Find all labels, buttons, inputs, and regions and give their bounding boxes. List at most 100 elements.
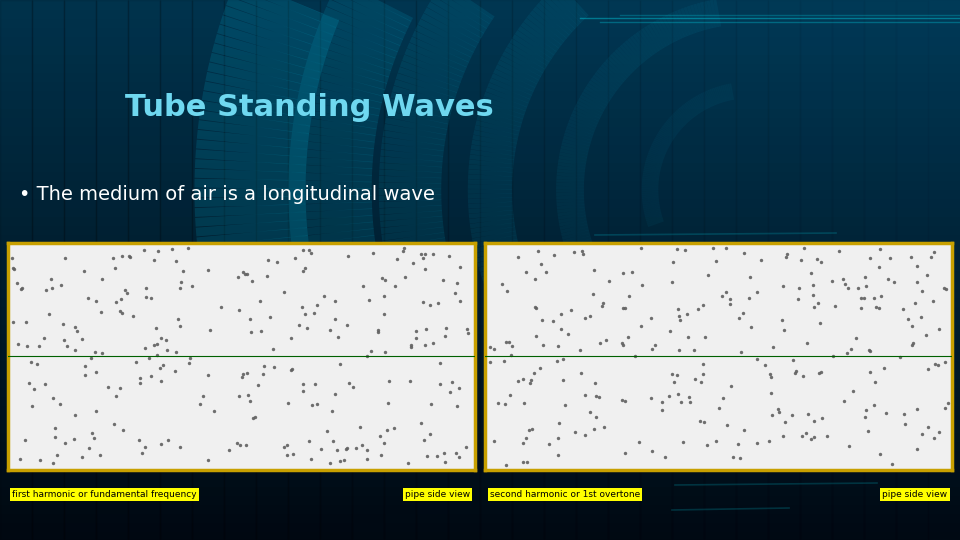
Point: [938, 403, 953, 412]
Point: [327, 296, 343, 305]
Point: [553, 310, 568, 319]
Point: [93, 451, 108, 460]
Bar: [0, 27, 960, 36]
Point: [904, 340, 920, 349]
Point: [856, 293, 872, 302]
Point: [340, 321, 355, 330]
Point: [55, 320, 70, 328]
Point: [776, 282, 791, 291]
Point: [125, 312, 140, 321]
Point: [774, 316, 789, 325]
Bar: [0, 531, 960, 540]
Point: [763, 388, 779, 397]
Point: [231, 305, 247, 314]
Point: [265, 344, 280, 353]
Point: [156, 361, 171, 370]
Point: [58, 439, 73, 448]
Point: [266, 363, 281, 372]
Point: [361, 296, 376, 305]
Point: [799, 429, 814, 438]
Point: [497, 399, 513, 408]
Point: [363, 347, 378, 356]
Point: [309, 300, 324, 309]
Point: [149, 340, 164, 349]
Point: [872, 262, 887, 271]
Point: [172, 322, 187, 331]
Point: [665, 258, 681, 267]
Point: [303, 249, 319, 258]
Point: [877, 409, 893, 417]
Point: [718, 288, 733, 296]
Point: [134, 448, 150, 457]
Point: [67, 345, 83, 354]
Point: [708, 257, 724, 266]
Point: [291, 321, 306, 329]
Point: [417, 436, 432, 444]
Point: [718, 244, 733, 252]
Point: [244, 277, 259, 286]
Point: [122, 252, 137, 260]
Point: [56, 336, 71, 345]
Point: [420, 451, 435, 460]
Bar: [0, 315, 960, 324]
Bar: [0, 153, 960, 162]
Point: [287, 253, 302, 262]
Text: • The medium of air is a longitudinal wave: • The medium of air is a longitudinal wa…: [19, 185, 435, 204]
Point: [551, 433, 566, 442]
Point: [128, 358, 143, 367]
Point: [340, 252, 355, 260]
Point: [523, 379, 539, 388]
Point: [374, 274, 390, 282]
Point: [510, 377, 525, 386]
Bar: [0, 333, 960, 342]
Point: [634, 244, 649, 252]
Point: [426, 250, 442, 259]
Point: [820, 432, 835, 441]
Point: [262, 312, 277, 321]
Point: [371, 326, 386, 334]
Point: [416, 254, 431, 263]
Point: [907, 299, 923, 307]
Point: [869, 303, 884, 312]
Point: [174, 278, 189, 286]
Bar: [0, 243, 960, 252]
Point: [804, 281, 820, 289]
Point: [29, 360, 44, 368]
Bar: [32, 0, 64, 540]
Point: [867, 377, 882, 386]
Point: [389, 255, 404, 264]
Point: [892, 352, 907, 361]
Point: [13, 285, 29, 293]
Bar: [0, 126, 960, 135]
Point: [413, 418, 428, 427]
Point: [644, 314, 660, 323]
Point: [150, 351, 165, 360]
Point: [574, 246, 589, 255]
Point: [327, 315, 343, 323]
Point: [800, 339, 815, 348]
Bar: [0, 81, 960, 90]
Point: [680, 309, 695, 318]
Point: [695, 369, 710, 378]
Point: [750, 438, 765, 447]
Point: [243, 328, 258, 336]
Point: [316, 292, 331, 300]
Point: [789, 367, 804, 375]
Point: [132, 374, 148, 383]
Point: [772, 407, 787, 416]
Point: [528, 274, 543, 283]
Point: [860, 426, 876, 435]
Point: [925, 297, 941, 306]
Bar: [0, 207, 960, 216]
Point: [348, 444, 363, 453]
Point: [862, 347, 877, 355]
Point: [59, 341, 74, 350]
Bar: [0, 108, 960, 117]
Point: [614, 339, 630, 348]
Point: [228, 439, 244, 448]
Point: [762, 369, 778, 378]
Point: [686, 345, 702, 354]
Point: [400, 458, 416, 467]
Point: [926, 434, 942, 442]
Point: [176, 267, 191, 276]
